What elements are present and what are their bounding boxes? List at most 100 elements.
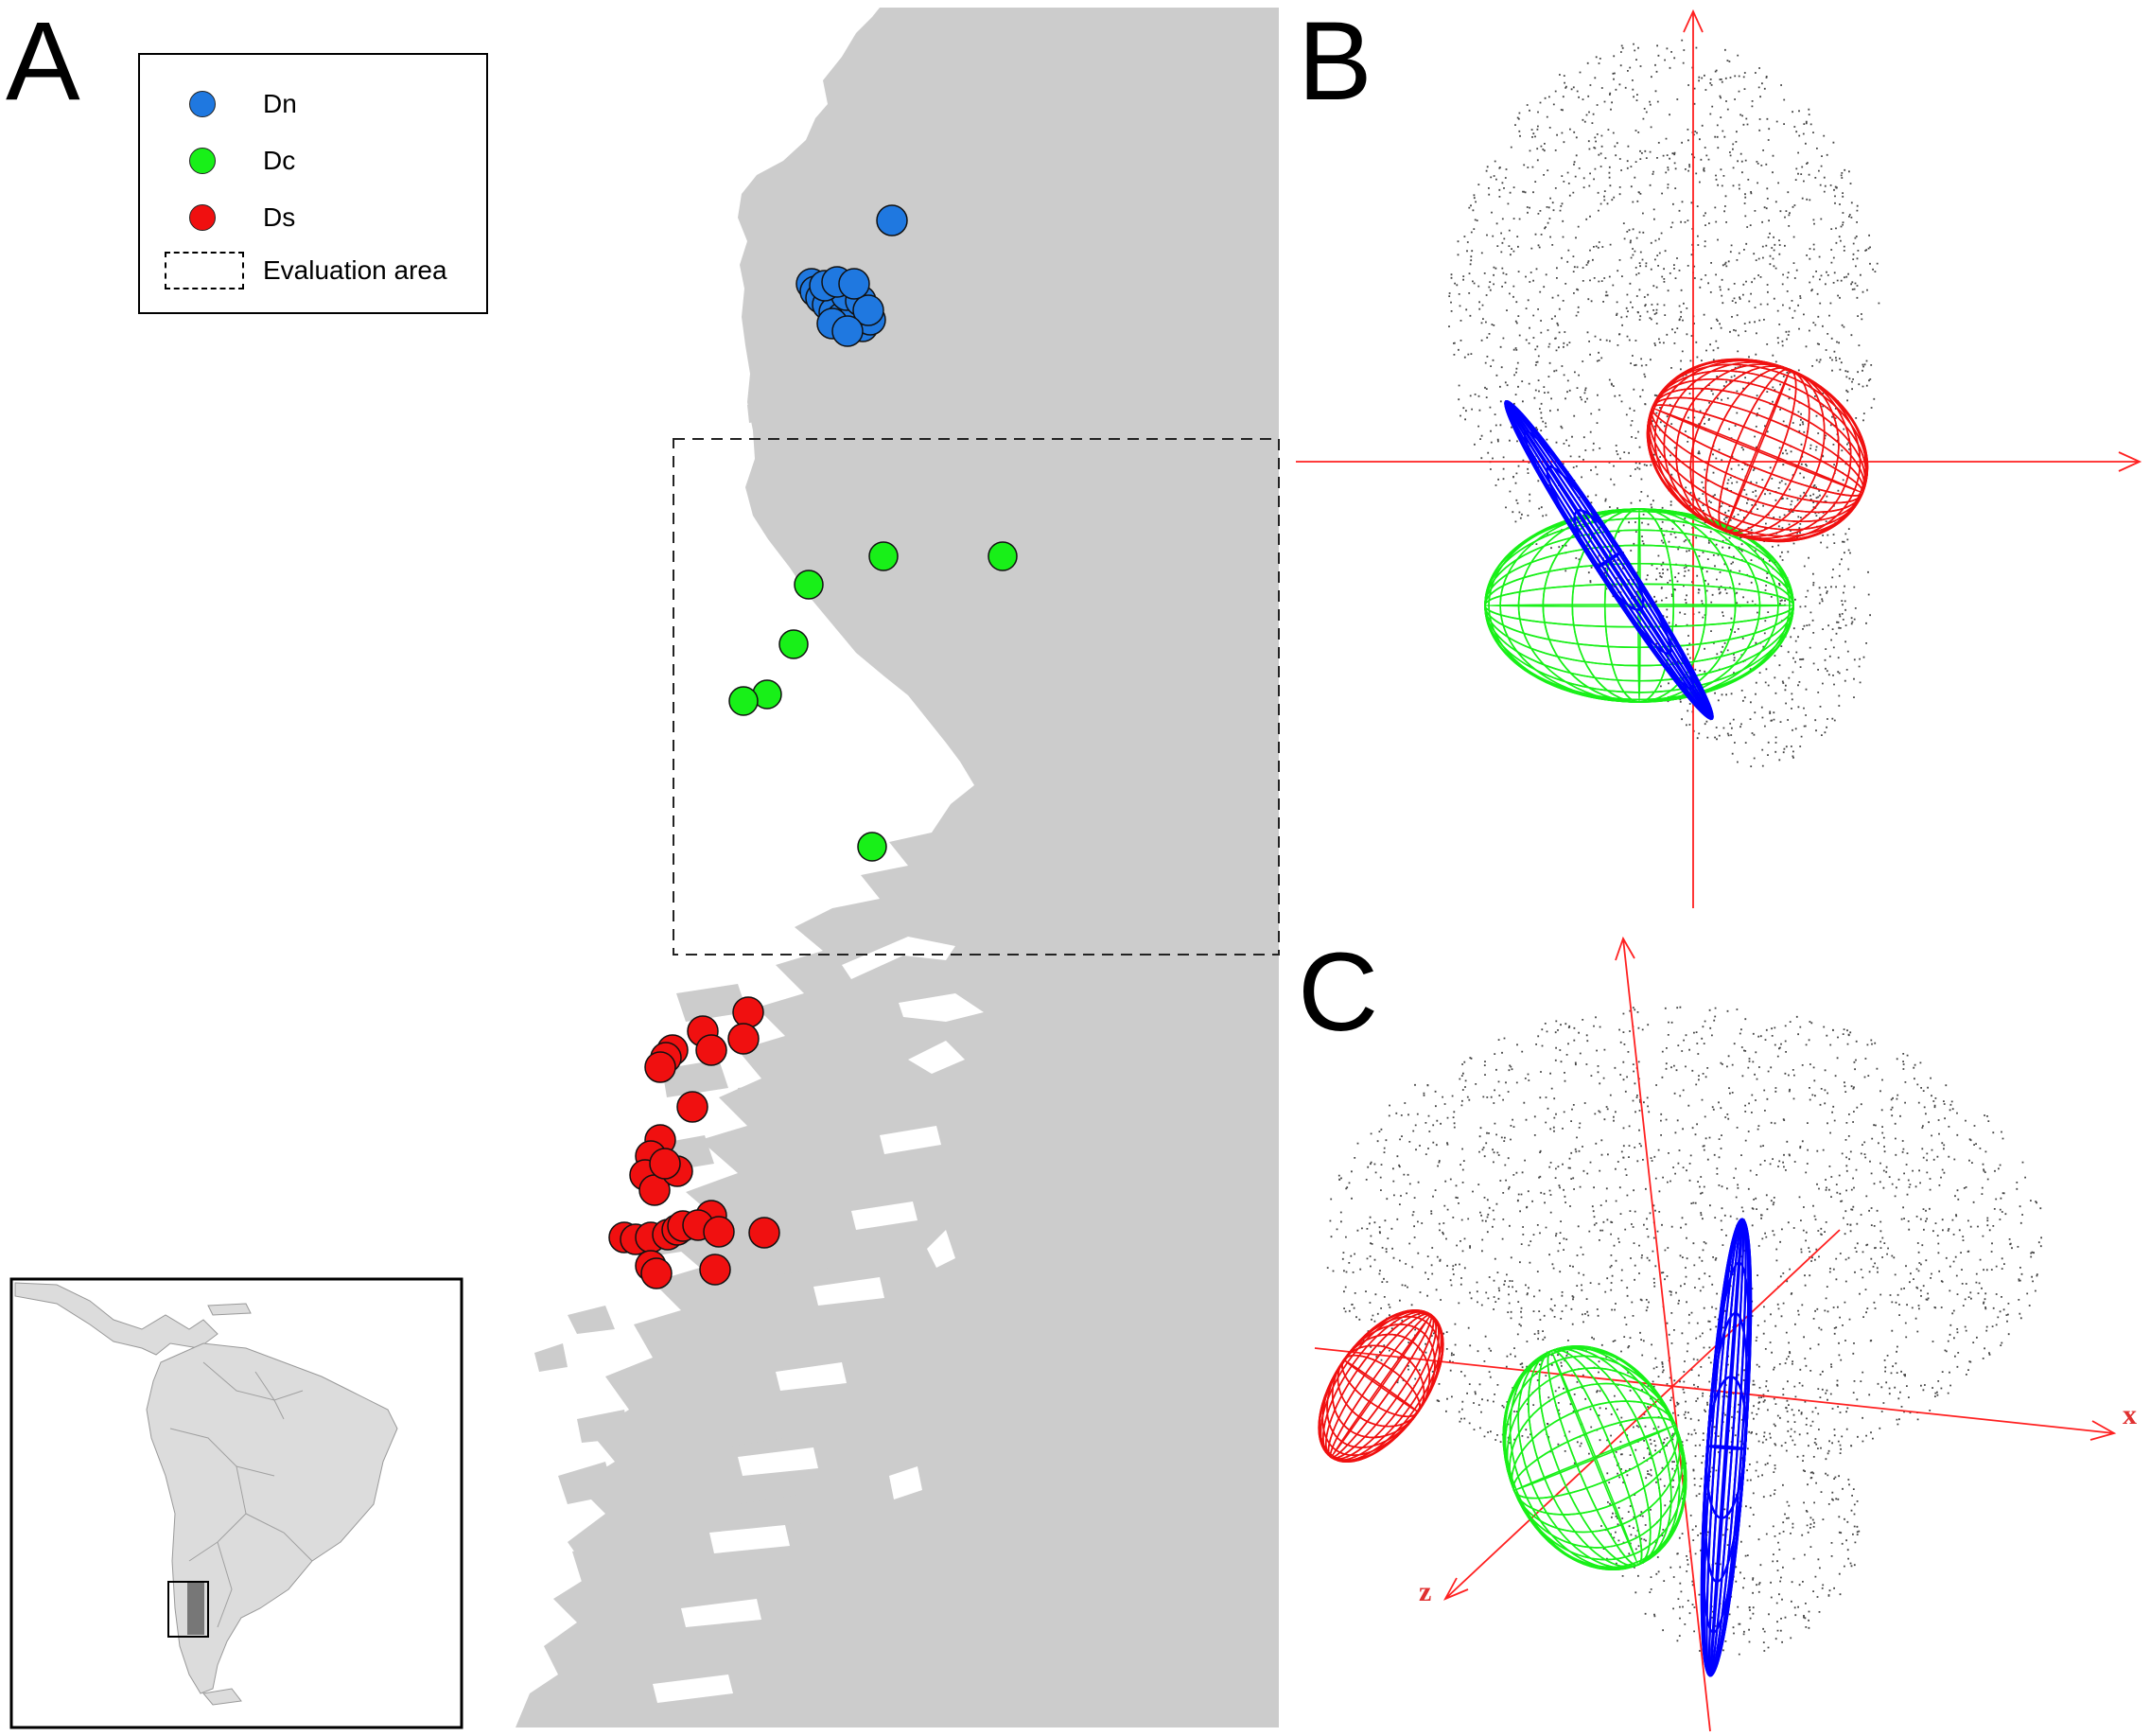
inset-caribbean [207,1303,252,1316]
channel [681,1599,761,1627]
channel [899,993,984,1022]
ellipsoid-wire-ds [1319,1310,1443,1462]
legend-item-ds: Ds [140,199,486,237]
island [577,1410,629,1443]
axis-c-y-arrow [1615,936,1635,961]
ellipsoid-wire-ds [1651,404,1864,497]
panel-label-b: B [1298,0,1372,124]
occurrence-point-dn [838,268,870,300]
occurrence-point-ds [703,1216,735,1248]
fjord-channels [653,937,984,1703]
ellipsoid-wire-dc [1488,508,1791,703]
border [169,1428,275,1477]
axis-c-y [1622,938,1711,1732]
ellipsoid-dn-b [1504,399,1714,721]
ellipsoid-wire-ds [1326,1324,1436,1448]
legend-item-dc: Dc [140,142,486,180]
occurrence-point-dc [728,686,759,716]
axis-c-z [1444,1229,1841,1600]
ellipsoid-wire-dc [1502,1347,1687,1569]
legend-item-evaluation-area: Evaluation area [140,248,486,293]
occurrence-point-ds [640,1257,673,1289]
channel [908,1041,965,1074]
ellipsoid-panel-b [1296,9,2142,908]
border [217,1541,233,1628]
ellipsoid-panel-c: x z [1314,936,2137,1732]
ellipsoid-wire-ds [1320,1309,1442,1463]
occurrence-point-dc [794,570,824,600]
occurrence-point-dn [852,294,884,326]
occurrence-point-ds [727,1023,760,1055]
axis-c-z-label: z [1419,1576,1431,1607]
panel-label-a: A [6,0,80,124]
legend-label-dn: Dn [263,89,297,118]
ellipsoid-wire-ds [1318,1308,1444,1464]
occurrences-ds [608,996,780,1289]
inset-map-south-america [9,1277,463,1729]
panel-label-c: C [1298,930,1379,1055]
border [202,1361,304,1401]
occurrences-dc [728,541,1018,862]
occurrence-point-ds [748,1217,780,1249]
ellipsoid-wire-ds [1648,359,1867,542]
channel [927,1230,955,1268]
ellipsoid-wire-dc [1484,510,1794,701]
island [795,998,861,1026]
island [676,984,747,1022]
ellipsoid-ds-c [1318,1308,1444,1464]
legend-label-ds: Ds [263,202,296,232]
legend-label-evaluation-area: Evaluation area [263,255,447,285]
legend-label-dc: Dc [263,146,296,175]
border [245,1513,313,1562]
ellipsoid-wire-dn [1509,408,1709,712]
island [568,1306,615,1334]
island [738,1495,804,1533]
inset-central-america [14,1282,218,1356]
ellipsoid-wire-ds [1318,1308,1444,1464]
axis-c-x-arrow [2089,1420,2117,1441]
island [572,1542,634,1582]
ellipsoid-wire-dc [1504,1345,1686,1570]
island [832,1050,894,1078]
inset-south-america [146,1342,398,1694]
occurrence-point-ds [676,1091,708,1123]
occurrence-point-ds [732,996,764,1028]
channel [889,1466,922,1499]
land-mass [516,8,1279,1727]
occurrence-point-dc [988,541,1018,571]
ellipsoid-wire-ds [1319,1310,1443,1462]
inset-tierra-del-fuego [202,1688,242,1706]
island [719,1410,785,1447]
map-panel-a [9,8,1280,1729]
ellipsoid-wire-dn [1701,1218,1752,1677]
legend-swatch-dn [189,91,216,117]
point-cloud-c [1326,1006,2042,1477]
channel [738,1447,818,1476]
occurrences-dn [795,204,908,347]
island [558,1462,615,1504]
ellipsoid-dc-b [1484,508,1794,703]
island [534,1343,568,1372]
channel [653,1675,733,1703]
legend-swatch-ds [189,204,216,231]
occurrence-point-dn [831,315,864,347]
occurrence-point-ds [644,1051,676,1083]
ellipsoid-wire-ds [1646,359,1869,541]
axis-b-horizontal-arrow [2118,451,2142,472]
island [662,1060,728,1097]
occurrence-point-ds [695,1034,727,1066]
island [747,402,762,423]
border [188,1465,247,1562]
inset-study-area-fill [187,1582,204,1635]
ellipsoid-wire-ds [1318,1309,1444,1463]
island [776,1580,837,1618]
ellipsoid-ds-b [1646,358,1869,543]
island [681,1334,747,1372]
channel [842,937,955,979]
occurrence-point-ds [699,1254,731,1286]
island [605,1599,667,1637]
island [738,1083,790,1112]
inset-borders [169,1361,313,1628]
axis-b-vertical-arrow [1683,9,1704,33]
